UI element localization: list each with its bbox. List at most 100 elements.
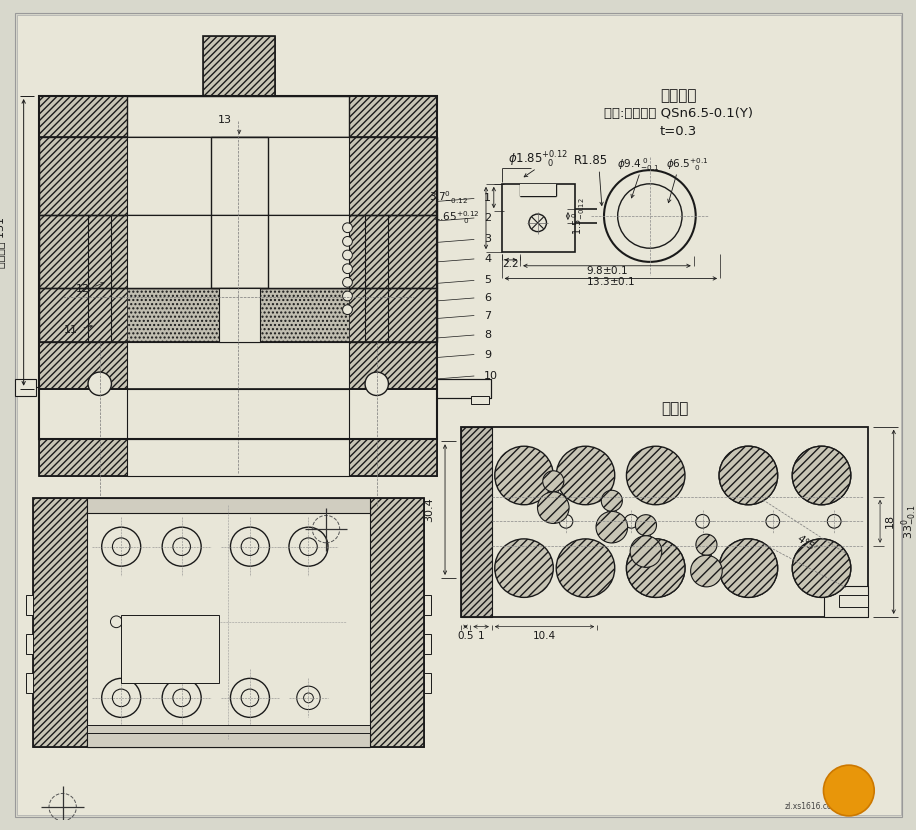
- Circle shape: [556, 539, 615, 598]
- Circle shape: [231, 527, 269, 566]
- Text: 1: 1: [484, 193, 491, 203]
- Circle shape: [102, 527, 141, 566]
- Bar: [127, 137, 349, 215]
- Text: R1.85: R1.85: [574, 154, 608, 167]
- Bar: [33, 498, 423, 747]
- Circle shape: [231, 678, 269, 717]
- Circle shape: [792, 447, 851, 505]
- Bar: [839, 586, 868, 608]
- Bar: [39, 342, 437, 388]
- Circle shape: [630, 535, 661, 568]
- Circle shape: [343, 291, 353, 301]
- Circle shape: [627, 539, 685, 598]
- Bar: [39, 137, 437, 215]
- Text: 8: 8: [484, 330, 491, 340]
- Circle shape: [719, 539, 778, 598]
- Circle shape: [625, 515, 638, 528]
- Circle shape: [627, 447, 685, 505]
- Text: 4: 4: [484, 254, 491, 264]
- Bar: [87, 725, 370, 733]
- Text: 0.5: 0.5: [457, 632, 474, 642]
- Circle shape: [792, 539, 851, 598]
- Bar: [39, 342, 437, 388]
- Bar: [502, 183, 574, 252]
- Bar: [211, 137, 267, 288]
- Text: zl.xs1616.com: zl.xs1616.com: [784, 802, 839, 811]
- Circle shape: [601, 491, 622, 511]
- Bar: [211, 137, 267, 288]
- Bar: [26, 673, 33, 693]
- Text: $\phi$1.85$^{+0.12}_{\ \ 0}$: $\phi$1.85$^{+0.12}_{\ \ 0}$: [507, 150, 568, 170]
- Bar: [15, 379, 37, 397]
- Text: 排样图: 排样图: [661, 401, 689, 416]
- Text: 9: 9: [484, 349, 491, 359]
- Bar: [127, 288, 349, 342]
- Circle shape: [596, 511, 627, 543]
- Bar: [370, 498, 423, 747]
- Circle shape: [559, 515, 572, 528]
- Bar: [39, 215, 437, 288]
- Bar: [607, 500, 616, 527]
- Bar: [549, 481, 558, 508]
- Text: 2.2: 2.2: [502, 259, 518, 269]
- Bar: [824, 586, 868, 617]
- Bar: [39, 288, 437, 342]
- Circle shape: [300, 538, 317, 555]
- Circle shape: [792, 539, 851, 598]
- Bar: [127, 388, 191, 439]
- Text: 资料网: 资料网: [841, 796, 856, 805]
- Bar: [461, 427, 492, 617]
- Circle shape: [289, 527, 328, 566]
- Text: 5: 5: [484, 276, 491, 286]
- Bar: [39, 96, 437, 137]
- Bar: [121, 615, 219, 683]
- Bar: [423, 673, 431, 693]
- Bar: [87, 498, 370, 513]
- Circle shape: [823, 765, 874, 816]
- Circle shape: [495, 539, 553, 598]
- Circle shape: [719, 447, 778, 505]
- Circle shape: [102, 678, 141, 717]
- Text: 1.5$^{\ 0}_{-0.12}$: 1.5$^{\ 0}_{-0.12}$: [570, 198, 586, 235]
- Circle shape: [529, 214, 547, 232]
- Bar: [349, 288, 437, 342]
- Bar: [39, 388, 437, 439]
- Circle shape: [88, 372, 112, 395]
- Circle shape: [241, 689, 258, 706]
- Bar: [26, 634, 33, 654]
- Circle shape: [792, 447, 851, 505]
- Bar: [641, 525, 650, 552]
- Circle shape: [343, 264, 353, 274]
- Bar: [461, 427, 492, 617]
- Circle shape: [627, 539, 685, 598]
- Text: 33$^{0}_{-0.1}$: 33$^{0}_{-0.1}$: [900, 504, 916, 539]
- Circle shape: [543, 471, 564, 492]
- Bar: [839, 595, 868, 608]
- Bar: [39, 96, 437, 439]
- Circle shape: [133, 616, 145, 627]
- Circle shape: [343, 222, 353, 232]
- Text: 10: 10: [484, 371, 498, 381]
- Bar: [423, 634, 431, 654]
- Bar: [39, 439, 437, 476]
- Bar: [472, 397, 489, 404]
- Circle shape: [695, 515, 709, 528]
- Text: 12: 12: [76, 284, 90, 294]
- Text: 1.65$^{+0.12}_{\ \ \ 0}$: 1.65$^{+0.12}_{\ \ \ 0}$: [433, 209, 480, 227]
- Text: $\phi$9.4$^{\ 0}_{-0.1}$: $\phi$9.4$^{\ 0}_{-0.1}$: [617, 156, 660, 173]
- Text: 13: 13: [218, 115, 232, 125]
- Bar: [127, 439, 349, 476]
- Circle shape: [162, 678, 202, 717]
- Text: 30.4: 30.4: [424, 497, 434, 522]
- Bar: [219, 288, 260, 342]
- Circle shape: [343, 305, 353, 315]
- Bar: [349, 215, 437, 288]
- Bar: [39, 137, 127, 215]
- Bar: [127, 215, 349, 288]
- Bar: [87, 732, 370, 747]
- Bar: [39, 288, 127, 342]
- Bar: [286, 388, 349, 439]
- Text: 10.4: 10.4: [533, 632, 556, 642]
- Circle shape: [343, 277, 353, 287]
- Circle shape: [113, 689, 130, 706]
